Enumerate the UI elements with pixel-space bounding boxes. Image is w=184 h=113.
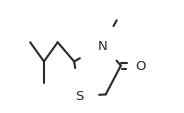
Circle shape	[134, 60, 146, 72]
Text: N: N	[98, 39, 108, 52]
Text: O: O	[135, 60, 145, 72]
Text: S: S	[75, 89, 84, 102]
Circle shape	[97, 39, 109, 52]
Circle shape	[73, 90, 86, 102]
